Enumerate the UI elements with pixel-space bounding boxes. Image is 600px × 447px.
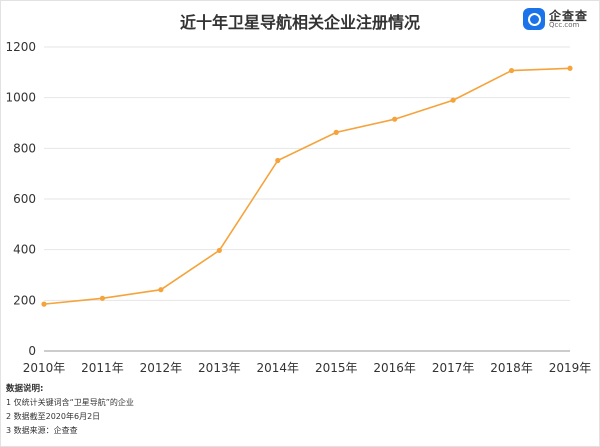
qcc-logo: 企查查 Qcc.com xyxy=(522,8,588,30)
y-tick-label: 200 xyxy=(13,293,36,307)
y-tick-label: 800 xyxy=(13,141,36,155)
notes-line-1: 1 仅统计关键词含“卫星导航”的企业 xyxy=(6,398,134,407)
y-tick-label: 600 xyxy=(13,192,36,206)
qcc-logo-icon xyxy=(522,8,545,30)
x-tick-label: 2016年 xyxy=(373,361,416,375)
chart-title: 近十年卫星导航相关企业注册情况 xyxy=(179,13,420,32)
notes-line-2: 2 数据截至2020年6月2日 xyxy=(6,412,101,421)
x-tick-label: 2018年 xyxy=(490,361,533,375)
logo-en-text: Qcc.com xyxy=(548,20,580,29)
data-point xyxy=(41,301,47,307)
data-point xyxy=(158,287,164,293)
notes-line-3: 3 数据来源：企查查 xyxy=(6,426,78,435)
x-tick-label: 2010年 xyxy=(23,361,66,375)
x-tick-label: 2015年 xyxy=(315,361,358,375)
data-point xyxy=(392,116,398,122)
x-tick-label: 2014年 xyxy=(257,361,300,375)
x-tick-label: 2013年 xyxy=(198,361,241,375)
series-line xyxy=(43,67,571,305)
y-tick-label: 400 xyxy=(13,243,36,257)
data-point xyxy=(450,97,456,103)
data-point xyxy=(567,65,573,71)
data-notes: 数据说明: 1 仅统计关键词含“卫星导航”的企业 2 数据截至2020年6月2日… xyxy=(6,382,134,438)
y-tick-label: 0 xyxy=(28,344,36,358)
data-point xyxy=(275,157,281,164)
x-tick-label: 2011年 xyxy=(81,361,124,375)
y-tick-label: 1000 xyxy=(5,91,36,105)
data-point xyxy=(216,247,222,254)
x-tick-label: 2019年 xyxy=(549,361,592,375)
notes-heading: 数据说明: xyxy=(6,384,44,394)
data-point xyxy=(99,295,106,301)
data-point xyxy=(508,67,515,74)
x-tick-label: 2012年 xyxy=(140,361,183,375)
x-tick-label: 2017年 xyxy=(432,361,475,375)
y-tick-label: 1200 xyxy=(5,40,36,54)
data-point xyxy=(333,129,339,135)
logo-cn-text: 企查查 xyxy=(548,8,588,23)
